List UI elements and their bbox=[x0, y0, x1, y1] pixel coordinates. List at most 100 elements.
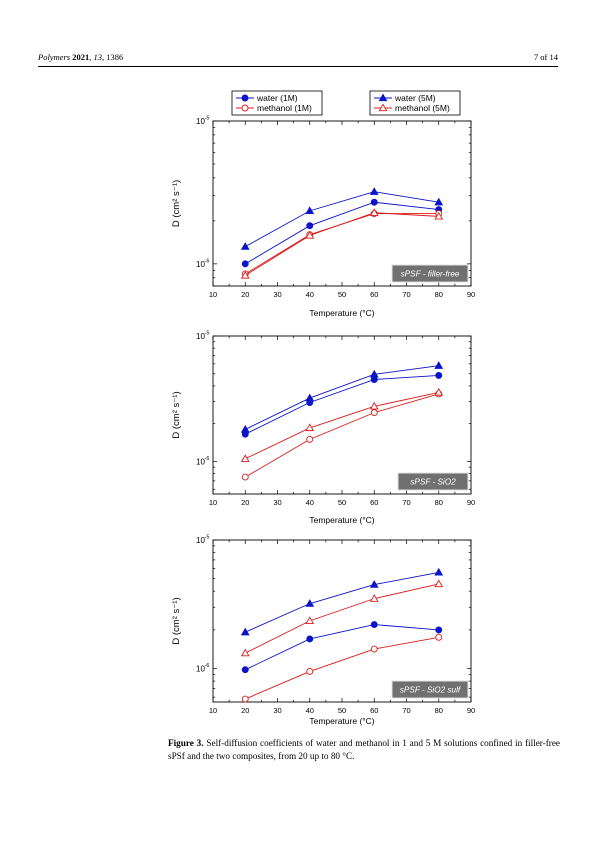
data-point bbox=[369, 580, 379, 588]
data-point bbox=[434, 567, 444, 576]
x-tick-label: 70 bbox=[402, 498, 410, 507]
series-line bbox=[245, 191, 439, 248]
journal-name: Polymers bbox=[38, 52, 71, 62]
data-point bbox=[240, 648, 250, 657]
series-filled-triangle bbox=[240, 567, 444, 636]
journal-reference: Polymers 2021, 13, 1386 bbox=[38, 52, 124, 62]
x-tick-label: 50 bbox=[338, 498, 346, 507]
x-tick-label: 60 bbox=[370, 498, 378, 507]
x-tick-label: 40 bbox=[306, 706, 314, 715]
series-open-triangle bbox=[240, 208, 444, 279]
panel-label-box bbox=[397, 472, 469, 491]
y-tick-label-exponent: -6 bbox=[205, 456, 210, 462]
data-point bbox=[434, 211, 444, 220]
panel-label-box bbox=[391, 680, 469, 699]
data-point bbox=[369, 369, 379, 378]
x-tick-label: 30 bbox=[273, 498, 281, 507]
legend-marker bbox=[378, 103, 388, 112]
x-tick-label: 30 bbox=[273, 706, 281, 715]
data-point bbox=[241, 666, 249, 674]
series-line bbox=[245, 583, 439, 654]
x-axis-label: Temperature (°C) bbox=[309, 515, 374, 525]
legend-entry: water (5M) bbox=[394, 93, 436, 103]
y-tick-label: 10 bbox=[196, 332, 205, 341]
series-filled-triangle bbox=[240, 187, 444, 250]
y-tick-label-exponent: -5 bbox=[205, 116, 210, 122]
y-axis-label: D (cm² s⁻¹) bbox=[171, 391, 182, 438]
series-open-triangle bbox=[240, 579, 444, 657]
x-tick-label: 20 bbox=[241, 706, 249, 715]
y-tick-label: 10 bbox=[196, 117, 205, 126]
panel-label-box bbox=[391, 264, 469, 283]
data-point bbox=[241, 695, 249, 703]
plot-frame bbox=[212, 539, 472, 703]
panel-label: sPSF - SiO2 sulf bbox=[400, 686, 461, 695]
series-line bbox=[245, 365, 439, 430]
legend-box-concentration-5m: water (5M)methanol (5M) bbox=[369, 90, 461, 116]
data-point bbox=[370, 409, 378, 417]
x-tick-label: 40 bbox=[306, 290, 314, 299]
y-axis-label: D (cm² s⁻¹) bbox=[171, 597, 182, 644]
data-point bbox=[240, 627, 250, 636]
data-point bbox=[240, 270, 250, 279]
data-point bbox=[305, 230, 315, 239]
x-tick-label: 90 bbox=[467, 498, 475, 507]
data-point bbox=[240, 454, 250, 462]
x-tick-label: 60 bbox=[370, 706, 378, 715]
journal-volume: 13 bbox=[93, 52, 102, 62]
data-point bbox=[369, 208, 379, 216]
data-point bbox=[306, 635, 314, 643]
data-point bbox=[240, 424, 250, 433]
x-axis-label: Temperature (°C) bbox=[309, 716, 374, 726]
data-point bbox=[434, 361, 444, 369]
data-point bbox=[435, 626, 443, 634]
x-tick-label: 10 bbox=[209, 290, 217, 299]
plot-frame bbox=[212, 335, 472, 495]
y-tick-label-exponent: -6 bbox=[205, 663, 210, 669]
data-point bbox=[305, 206, 315, 215]
series-line bbox=[245, 201, 439, 265]
y-tick-label: 10 bbox=[196, 260, 205, 269]
legend-marker bbox=[241, 104, 249, 112]
x-tick-label: 80 bbox=[435, 498, 443, 507]
y-axis-label: D (cm² s⁻¹) bbox=[171, 180, 182, 227]
data-point bbox=[240, 242, 250, 250]
data-point bbox=[306, 435, 314, 443]
header-divider bbox=[38, 66, 558, 67]
series-open-circle bbox=[241, 390, 443, 481]
data-point bbox=[305, 423, 315, 432]
series-line bbox=[245, 571, 439, 633]
series-filled-circle bbox=[241, 621, 443, 674]
y-tick-label: 10 bbox=[196, 536, 205, 545]
data-point bbox=[370, 198, 378, 206]
data-point bbox=[435, 633, 443, 641]
x-tick-label: 80 bbox=[435, 706, 443, 715]
data-point bbox=[369, 594, 379, 602]
panel-label: sPSF - filler-free bbox=[401, 270, 460, 279]
data-point bbox=[241, 473, 249, 481]
data-point bbox=[434, 387, 444, 396]
article-number: 1386 bbox=[106, 52, 124, 62]
legend-frame bbox=[231, 90, 323, 116]
y-tick-label: 10 bbox=[196, 457, 205, 466]
x-tick-label: 80 bbox=[435, 290, 443, 299]
data-point bbox=[434, 197, 444, 206]
x-tick-label: 70 bbox=[402, 706, 410, 715]
data-point bbox=[305, 616, 315, 625]
x-tick-label: 10 bbox=[209, 498, 217, 507]
data-point bbox=[305, 599, 315, 607]
series-line bbox=[245, 624, 439, 671]
x-tick-label: 60 bbox=[370, 290, 378, 299]
data-point bbox=[305, 393, 315, 402]
series-open-circle bbox=[241, 633, 443, 703]
series-line bbox=[245, 212, 439, 276]
series-line bbox=[245, 391, 439, 460]
page-number: 7 of 14 bbox=[533, 52, 558, 62]
plot-frame bbox=[212, 120, 472, 287]
data-point bbox=[306, 222, 314, 230]
x-tick-label: 50 bbox=[338, 706, 346, 715]
